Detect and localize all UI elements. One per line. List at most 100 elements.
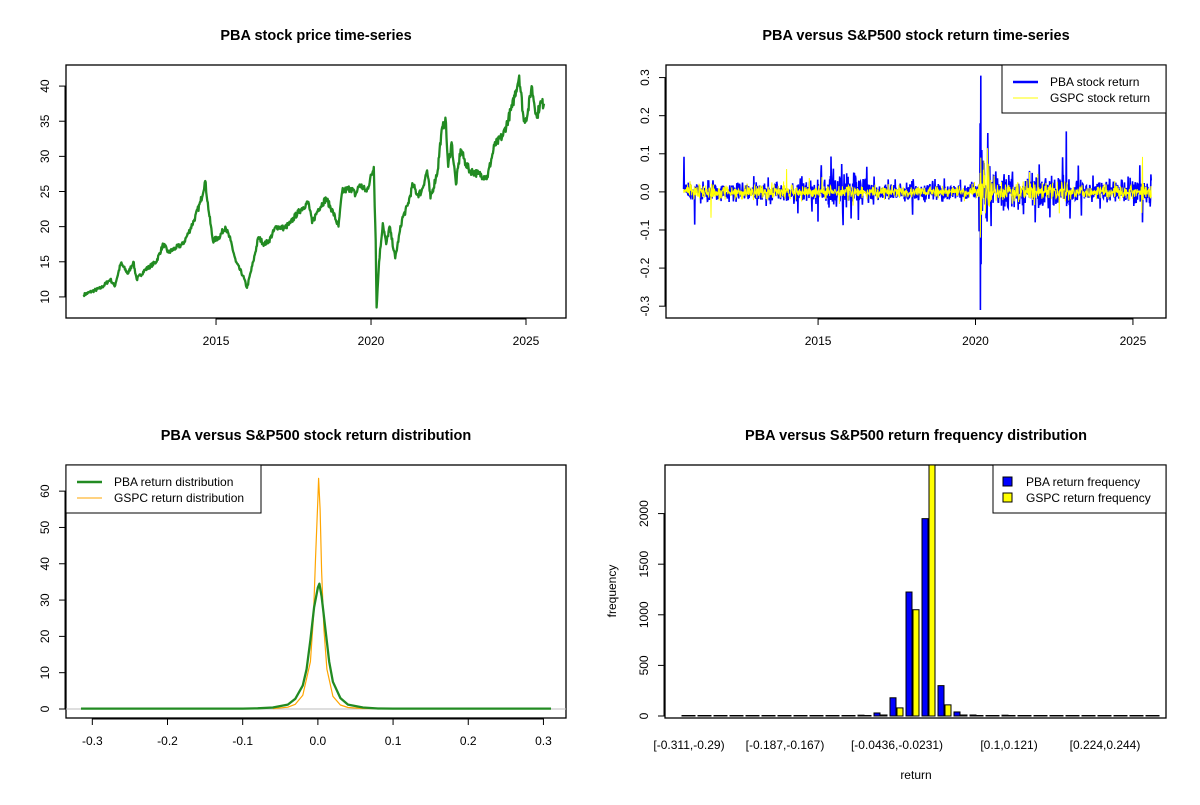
y-tick-label: 1000 xyxy=(637,601,651,628)
frequency-chart: 0 500 1000 1500 2000 [-0.311,-0.29) [-0.187,-0… xyxy=(637,464,1167,752)
y-tick-label: 0.1 xyxy=(638,145,652,162)
pba-frequency-bar xyxy=(681,715,689,717)
pba-frequency-bar xyxy=(1113,715,1121,717)
pba-frequency-bar xyxy=(969,714,977,717)
chart-title-frequency: PBA versus S&P500 return frequency distr… xyxy=(745,428,1087,444)
pba-frequency-bar xyxy=(745,715,753,717)
y-tick-label: 2000 xyxy=(637,500,651,527)
y-tick-label: -0.1 xyxy=(638,219,652,240)
y-tick-label: 30 xyxy=(38,593,52,607)
gspc-frequency-bar xyxy=(1136,715,1144,717)
legend-label: PBA return frequency xyxy=(1026,475,1140,489)
pba-frequency-bar xyxy=(1145,715,1153,717)
gspc-frequency-bar xyxy=(992,715,1000,717)
pba-frequency-bar xyxy=(825,715,833,717)
gspc-frequency-bar xyxy=(1152,715,1160,717)
pba-frequency-bar xyxy=(1081,715,1089,717)
y-tick-label: 40 xyxy=(38,79,52,93)
pba-frequency-bar xyxy=(1129,715,1137,717)
gspc-frequency-bar xyxy=(736,715,744,717)
y-tick-label: 30 xyxy=(38,149,52,163)
plot-frame xyxy=(664,464,1167,719)
x-tick-label: -0.1 xyxy=(232,734,253,748)
pba-frequency-bar xyxy=(1033,715,1041,717)
distribution-chart: -0.3 -0.2 -0.1 0.0 0.1 0.2 0.3 0 10 20 30 40 50 60 PBA… xyxy=(38,464,567,748)
gspc-frequency-bar xyxy=(688,715,696,717)
pba-frequency-bar xyxy=(697,715,705,717)
y-tick-label: 40 xyxy=(38,557,52,571)
y-tick-label: 20 xyxy=(38,629,52,643)
y-tick-label: 35 xyxy=(38,114,52,128)
y-tick-label: 15 xyxy=(38,255,52,269)
legend-label: GSPC return distribution xyxy=(114,491,244,505)
x-tick-label: 2025 xyxy=(513,334,540,348)
gspc-frequency-bar xyxy=(864,715,872,717)
gspc-frequency-bar xyxy=(1072,715,1080,717)
gspc-frequency-bar xyxy=(1056,715,1064,717)
plot-frame xyxy=(65,464,567,719)
pba-frequency-bar xyxy=(889,697,897,717)
gspc-frequency-bar xyxy=(704,715,712,717)
y-tick-label: 10 xyxy=(38,666,52,680)
pba-frequency-bar xyxy=(905,591,913,717)
legend-label: PBA stock return xyxy=(1050,75,1139,89)
y-tick-label: 60 xyxy=(38,484,52,498)
pba-frequency-bar xyxy=(1001,714,1009,717)
y-axis-label-frequency: frequency xyxy=(605,565,619,618)
pba-frequency-bar xyxy=(857,714,865,717)
y-tick-label: 10 xyxy=(38,290,52,304)
y-tick-label: 25 xyxy=(38,185,52,199)
legend-box xyxy=(1001,64,1167,114)
y-tick-label: 0.0 xyxy=(638,183,652,200)
gspc-frequency-bar xyxy=(816,715,824,717)
y-tick-label: 0 xyxy=(38,705,52,712)
gspc-frequency-bar xyxy=(1088,715,1096,717)
pba-frequency-bar xyxy=(841,715,849,717)
gspc-frequency-bar xyxy=(1008,714,1016,717)
gspc-frequency-bar xyxy=(1024,715,1032,717)
x-tick-label: 0.3 xyxy=(535,734,552,748)
y-tick-label: 20 xyxy=(38,220,52,234)
gspc-frequency-bar xyxy=(784,715,792,717)
gspc-frequency-bar xyxy=(944,704,952,717)
chart-title-returns: PBA versus S&P500 stock return time-seri… xyxy=(762,28,1069,44)
legend-label: GSPC stock return xyxy=(1050,91,1150,105)
gspc-frequency-bar xyxy=(928,464,936,717)
price-series-line xyxy=(82,74,546,309)
pba-frequency-bar xyxy=(953,711,961,717)
x-tick-label: 0.2 xyxy=(460,734,477,748)
gspc-frequency-bar xyxy=(832,715,840,717)
gspc-frequency-bar xyxy=(976,715,984,717)
legend-box xyxy=(992,464,1167,514)
pba-frequency-bar xyxy=(921,518,929,717)
bin-label: [-0.187,-0.167) xyxy=(746,738,825,752)
x-tick-label: 0.1 xyxy=(385,734,402,748)
gspc-frequency-bar xyxy=(1120,715,1128,717)
gspc-frequency-bar xyxy=(752,715,760,717)
gspc-frequency-bar xyxy=(912,609,920,717)
gspc-frequency-bar xyxy=(848,715,856,717)
gspc-density-line xyxy=(272,477,386,710)
pba-frequency-bar xyxy=(873,712,881,717)
gspc-frequency-bar xyxy=(880,714,888,717)
pba-density-line xyxy=(81,582,551,710)
gspc-frequency-bar xyxy=(768,715,776,717)
pba-frequency-bar xyxy=(1017,715,1025,717)
y-tick-label: 0.2 xyxy=(638,107,652,124)
pba-frequency-bar xyxy=(1049,715,1057,717)
pba-frequency-bar xyxy=(809,715,817,717)
returns-chart: 2015 2020 2025 -0.3 -0.2 -0.1 0.0 0.1 0.2 0.3 PBA … xyxy=(638,64,1167,348)
x-tick-label: 2015 xyxy=(805,334,832,348)
gspc-frequency-bar xyxy=(800,715,808,717)
gspc-frequency-bar xyxy=(720,715,728,717)
y-tick-label: 50 xyxy=(38,520,52,534)
gspc-frequency-bar xyxy=(960,714,968,717)
y-tick-label: -0.2 xyxy=(638,257,652,278)
bin-label: [0.224,0.244) xyxy=(1070,738,1141,752)
x-tick-label: 2015 xyxy=(203,334,230,348)
bin-label: [-0.311,-0.29) xyxy=(653,738,724,752)
x-tick-label: 2020 xyxy=(962,334,989,348)
y-tick-label: 1500 xyxy=(637,551,651,578)
y-tick-label: 0.3 xyxy=(638,69,652,86)
chart-title-distribution: PBA versus S&P500 stock return distribut… xyxy=(161,428,472,444)
